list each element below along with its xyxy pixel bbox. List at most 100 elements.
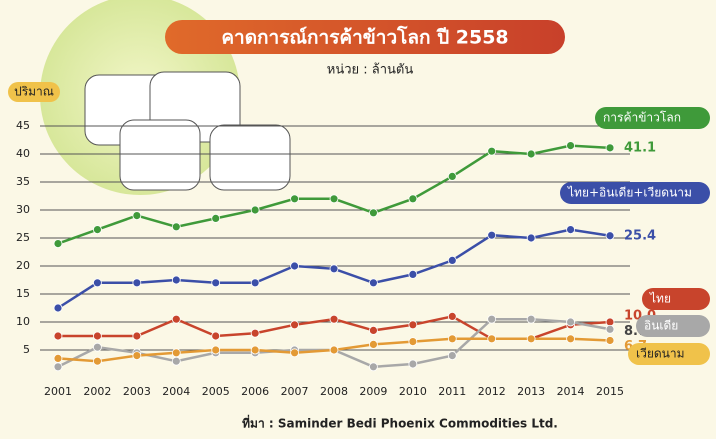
- chart-title: คาดการณ์การค้าข้าวโลก ปี 2558: [221, 26, 508, 49]
- chart-subtitle: หน่วย : ล้านตัน: [327, 63, 414, 78]
- x-tick-label: 2013: [517, 385, 545, 398]
- data-point: [172, 276, 180, 284]
- chart: คาดการณ์การค้าข้าวโลก ปี 2558 หน่วย : ล้…: [0, 0, 716, 439]
- data-point: [172, 357, 180, 365]
- data-point: [409, 360, 417, 368]
- x-tick-label: 2014: [557, 385, 585, 398]
- data-point: [212, 214, 220, 222]
- data-point: [448, 256, 456, 264]
- data-point: [527, 315, 535, 323]
- x-tick-label: 2007: [281, 385, 309, 398]
- legend-label: ไทย+อินเดีย+เวียดนาม: [567, 186, 692, 200]
- legend-label: เวียดนาม: [636, 347, 685, 361]
- data-point: [93, 357, 101, 365]
- data-point: [409, 270, 417, 278]
- data-point: [291, 195, 299, 203]
- y-tick-label: 30: [16, 203, 30, 216]
- data-point: [54, 363, 62, 371]
- data-point: [567, 318, 575, 326]
- x-tick-label: 2015: [596, 385, 624, 398]
- x-tick-label: 2008: [320, 385, 348, 398]
- data-point: [172, 349, 180, 357]
- value-label: 41.1: [624, 140, 656, 155]
- data-point: [172, 315, 180, 323]
- data-point: [251, 206, 259, 214]
- data-point: [133, 332, 141, 340]
- data-point: [330, 195, 338, 203]
- series-line: [58, 319, 610, 367]
- data-point: [567, 335, 575, 343]
- x-tick-label: 2001: [44, 385, 72, 398]
- data-point: [93, 279, 101, 287]
- data-point: [448, 312, 456, 320]
- legend-label: ไทย: [649, 292, 671, 306]
- data-point: [606, 336, 614, 344]
- data-point: [93, 332, 101, 340]
- data-point: [409, 338, 417, 346]
- legend-label: อินเดีย: [644, 319, 678, 333]
- data-point: [409, 321, 417, 329]
- data-point: [369, 279, 377, 287]
- data-point: [448, 352, 456, 360]
- data-point: [606, 232, 614, 240]
- value-label: 25.4: [624, 228, 656, 243]
- data-point: [448, 172, 456, 180]
- x-tick-label: 2005: [202, 385, 230, 398]
- y-tick-label: 45: [16, 119, 30, 132]
- data-point: [212, 332, 220, 340]
- data-point: [251, 329, 259, 337]
- data-point: [133, 352, 141, 360]
- x-tick-label: 2009: [359, 385, 387, 398]
- data-point: [172, 223, 180, 231]
- x-tick-label: 2006: [241, 385, 269, 398]
- data-point: [567, 142, 575, 150]
- data-point: [527, 150, 535, 158]
- data-point: [527, 234, 535, 242]
- data-point: [369, 340, 377, 348]
- data-point: [488, 335, 496, 343]
- legend-label: การค้าข้าวโลก: [603, 111, 681, 125]
- data-point: [212, 279, 220, 287]
- x-tick-label: 2010: [399, 385, 427, 398]
- y-tick-label: 15: [16, 287, 30, 300]
- x-tick-label: 2002: [83, 385, 111, 398]
- data-point: [133, 279, 141, 287]
- data-point: [330, 346, 338, 354]
- y-tick-label: 35: [16, 175, 30, 188]
- y-tick-label: 10: [16, 315, 30, 328]
- y-tick-label: 40: [16, 147, 30, 160]
- x-tick-label: 2003: [123, 385, 151, 398]
- data-point: [330, 265, 338, 273]
- data-point: [369, 363, 377, 371]
- data-point: [488, 147, 496, 155]
- x-tick-label: 2004: [162, 385, 190, 398]
- data-point: [330, 315, 338, 323]
- data-point: [251, 346, 259, 354]
- data-point: [409, 195, 417, 203]
- y-tick-label: 5: [23, 343, 30, 356]
- data-point: [54, 304, 62, 312]
- data-point: [212, 346, 220, 354]
- data-point: [567, 226, 575, 234]
- data-point: [54, 332, 62, 340]
- data-point: [606, 144, 614, 152]
- data-point: [448, 335, 456, 343]
- data-point: [488, 231, 496, 239]
- data-point: [251, 279, 259, 287]
- data-point: [369, 209, 377, 217]
- x-tick-label: 2012: [478, 385, 506, 398]
- data-point: [488, 315, 496, 323]
- source: ที่มา : Saminder Bedi Phoenix Commoditie…: [242, 415, 558, 431]
- data-point: [54, 354, 62, 362]
- y-tick-label: 25: [16, 231, 30, 244]
- data-point: [291, 262, 299, 270]
- data-point: [93, 226, 101, 234]
- y-axis-label: ปริมาณ: [14, 85, 54, 99]
- data-point: [93, 343, 101, 351]
- data-point: [133, 212, 141, 220]
- data-point: [606, 325, 614, 333]
- x-tick-label: 2011: [438, 385, 466, 398]
- data-point: [291, 349, 299, 357]
- data-point: [527, 335, 535, 343]
- data-point: [606, 318, 614, 326]
